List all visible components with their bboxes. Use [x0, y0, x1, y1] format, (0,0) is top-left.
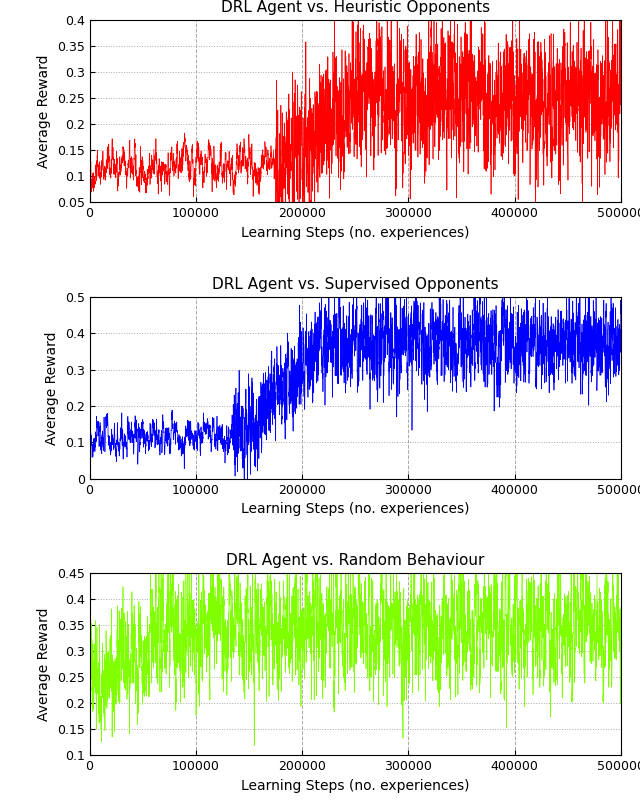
- Y-axis label: Average Reward: Average Reward: [45, 331, 59, 444]
- X-axis label: Learning Steps (no. experiences): Learning Steps (no. experiences): [241, 225, 470, 240]
- Y-axis label: Average Reward: Average Reward: [37, 608, 51, 722]
- Title: DRL Agent vs. Supervised Opponents: DRL Agent vs. Supervised Opponents: [212, 276, 499, 292]
- Title: DRL Agent vs. Heuristic Opponents: DRL Agent vs. Heuristic Opponents: [221, 0, 490, 15]
- X-axis label: Learning Steps (no. experiences): Learning Steps (no. experiences): [241, 779, 470, 793]
- Title: DRL Agent vs. Random Behaviour: DRL Agent vs. Random Behaviour: [226, 553, 484, 568]
- Y-axis label: Average Reward: Average Reward: [37, 54, 51, 168]
- X-axis label: Learning Steps (no. experiences): Learning Steps (no. experiences): [241, 503, 470, 516]
